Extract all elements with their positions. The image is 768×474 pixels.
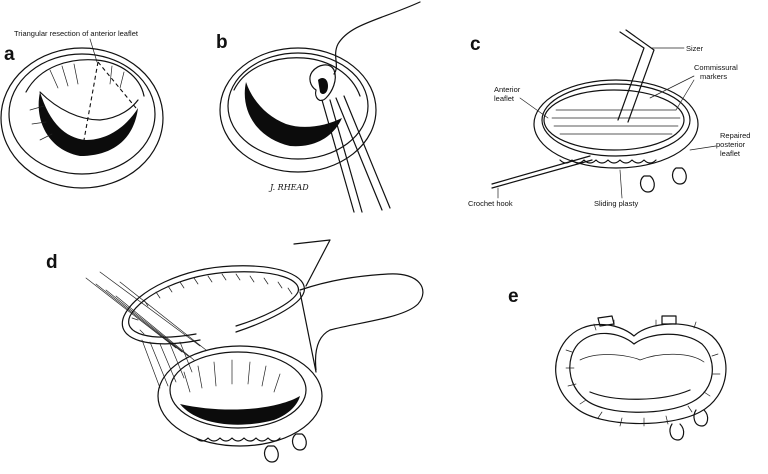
panel-d-posterior-suture: [195, 437, 281, 442]
panel-c-label-sliding: Sliding plasty: [594, 199, 638, 208]
panel-c-sizer-handle: [617, 29, 655, 123]
panel-d-annulus-inner: [169, 351, 307, 429]
panel-e-top-pledgets: [597, 315, 677, 327]
panel-c-annulus-outer: [533, 79, 699, 169]
panel-a-resection-line-2: [97, 61, 137, 109]
panel-c-repaired-pointer: [689, 145, 717, 151]
panel-c-letter: c: [470, 34, 481, 55]
panel-e-bottom-tails: [669, 409, 709, 441]
panel-b-annulus-inner: [227, 52, 369, 160]
panel-c-pledgets: [639, 167, 687, 193]
panel-b-tissue-knot: [309, 64, 336, 102]
panel-c-commissural-pointer-2: [675, 79, 695, 111]
panel-b-annulus-outer: [219, 47, 377, 173]
panel-d-orifice: [180, 396, 300, 425]
panel-b-letter: b: [216, 32, 228, 53]
panel-d-leaflet-hatch: [183, 359, 281, 393]
panel-a-orifice: [38, 92, 138, 156]
panel-c-label-repaired-2: posterior: [716, 140, 746, 149]
panel-a-letter: a: [4, 44, 15, 65]
panel-a: a Triangular resection of anterior leafl…: [0, 29, 164, 189]
panel-d-ring-inner: [121, 265, 305, 345]
panel-e-ring-stitches: [565, 317, 721, 427]
panel-c-label-crochet: Crochet hook: [468, 199, 513, 208]
panel-d-pledgets: [263, 433, 307, 463]
panel-a-resection-line-1: [83, 61, 99, 141]
panel-c-crochet-hook: [491, 155, 593, 189]
panel-a-coaptation-line: [39, 91, 139, 121]
panel-c-label-anterior-2: leaflet: [494, 94, 515, 103]
panel-b-leaflet: [233, 57, 361, 97]
panel-e-coaptation: [579, 353, 705, 363]
panel-b-suture-thread: [333, 1, 421, 75]
panel-a-anterior-leaflet: [25, 59, 145, 97]
panel-d-annulus-outer: [157, 345, 323, 447]
panel-c-label-anterior-1: Anterior: [494, 85, 521, 94]
panel-a-annulus-inner: [8, 53, 156, 175]
panel-c-label-commissural-1: Commissural: [694, 63, 738, 72]
panel-c-sliding-pointer: [619, 169, 623, 199]
panel-c-label-repaired-1: Repaired: [720, 131, 750, 140]
panel-b-forceps-1: [321, 99, 363, 213]
panel-c-label-commissural-2: markers: [700, 72, 727, 81]
panel-d: d: [46, 239, 424, 463]
panel-e-posterior-leaflet: [589, 389, 691, 400]
panel-e-ring-outer: [555, 323, 727, 425]
panel-d-suture-fan: [85, 271, 207, 361]
panel-c-sizer-disc: [543, 89, 685, 151]
panel-d-retracted-flap: [299, 273, 424, 371]
panel-c-commissural-pointer-1: [649, 75, 695, 99]
panel-b-knot-core: [318, 78, 328, 94]
panel-e-letter: e: [508, 286, 519, 307]
panel-b-orifice: [244, 82, 342, 147]
panel-b: b J. RHEAD: [216, 1, 421, 213]
panel-e-ring-inner: [569, 332, 713, 413]
panel-d-ring-outer: [128, 271, 299, 338]
panel-d-flap-edge: [299, 291, 317, 373]
panel-d-ring-stitches: [131, 273, 293, 335]
panel-c-annulus-inner: [541, 83, 691, 157]
panel-d-letter: d: [46, 252, 58, 273]
panel-c-label-repaired-3: leaflet: [720, 149, 741, 158]
panel-b-signature: J. RHEAD: [268, 183, 309, 192]
panel-b-forceps-2: [335, 95, 391, 211]
panel-d-vertical-sutures: [141, 339, 193, 389]
panel-c: c Sizer Commissural markers Anterior lea…: [468, 29, 750, 208]
panel-d-retractor-line: [293, 239, 331, 287]
panel-a-annotation: Triangular resection of anterior leaflet: [14, 29, 139, 38]
panel-c-sliding-suture: [559, 159, 657, 164]
panel-e: e: [508, 286, 727, 441]
panel-c-sizer-hatch: [551, 109, 681, 135]
panel-a-annotation-pointer: [89, 38, 98, 63]
panel-a-annulus-outer: [0, 47, 164, 189]
panel-c-label-sizer: Sizer: [686, 44, 704, 53]
panel-c-anterior-pointer: [519, 97, 549, 119]
panel-a-hatching: [29, 63, 125, 141]
